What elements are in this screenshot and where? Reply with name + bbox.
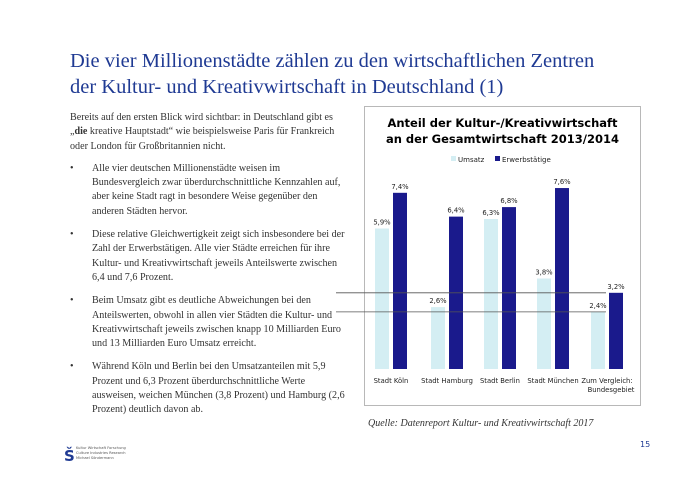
intro-bold-word: die	[74, 126, 88, 138]
bar-umsatz	[484, 219, 498, 369]
intro-text-end: kreative Hauptstadt“ wie beispielsweise …	[70, 126, 335, 152]
slide-title: Die vier Millionenstädte zählen zu den w…	[70, 48, 690, 100]
page-number: 15	[640, 440, 651, 449]
data-label: 5,9%	[373, 219, 391, 227]
data-label: 3,2%	[607, 283, 625, 291]
slide-title-line-2: der Kultur- und Kreativwirtschaft in Deu…	[70, 76, 504, 98]
bar-umsatz	[537, 278, 551, 369]
bullet-text: Diese relative Gleichwertigkeit zeigt si…	[92, 229, 345, 283]
bullet-dot: •	[70, 361, 74, 373]
data-label: 3,8%	[535, 269, 553, 277]
chart-title-line-1: Anteil der Kultur-/Kreativwirtschaft	[387, 116, 618, 130]
bullet-text: Alle vier deutschen Millionenstädte weis…	[92, 162, 341, 217]
data-label: 7,4%	[391, 183, 409, 191]
source-note: Quelle: Datenreport Kultur- und Kreativw…	[368, 418, 594, 429]
logo-text: Kultur Wirtschaft Forschung Culture Indu…	[76, 446, 144, 461]
bar-umsatz	[591, 311, 605, 369]
chart-title-line-2: an der Gesamtwirtschaft 2013/2014	[385, 132, 620, 146]
category-label: Stadt München	[527, 377, 578, 385]
body-text: Bereits auf den ersten Blick wird sichtb…	[70, 111, 350, 427]
data-label: 2,4%	[589, 302, 607, 310]
logo: Š Kultur Wirtschaft Forschung Culture In…	[64, 445, 144, 471]
bullet-item: • Während Köln und Berlin bei den Umsatza…	[70, 360, 350, 417]
bar-erwerbstaetige	[502, 207, 516, 369]
bar-umsatz	[375, 228, 389, 369]
category-label: Zum Vergleich:	[581, 377, 632, 385]
logo-line: Michael Söndermann	[76, 456, 114, 460]
category-sublabel: Bundesgebiet	[588, 386, 635, 394]
bullet-item: • Alle vier deutschen Millionenstädte wei…	[70, 162, 350, 219]
logo-line: Kultur Wirtschaft Forschung	[76, 446, 126, 450]
data-label: 6,4%	[447, 207, 465, 215]
bullet-list: • Alle vier deutschen Millionenstädte wei…	[70, 162, 350, 418]
legend-swatch-erwerbstaetige	[495, 156, 500, 161]
bullet-dot: •	[70, 162, 74, 174]
chart-title: Anteil der Kultur-/Kreativwirtschaft an …	[365, 115, 640, 147]
intro-text-start: Bereits auf den ersten Blick wird sichtb…	[70, 112, 333, 138]
data-label: 6,3%	[482, 209, 500, 217]
data-label: 2,6%	[429, 297, 447, 305]
logo-line: Culture Industries Research	[76, 451, 126, 455]
bullet-text: Beim Umsatz gibt es deutliche Abweichung…	[92, 295, 341, 350]
bullet-item: • Beim Umsatz gibt es deutliche Abweichun…	[70, 294, 350, 351]
bullet-text: Während Köln und Berlin bei den Umsatzan…	[92, 361, 345, 416]
category-label: Stadt Köln	[374, 377, 409, 385]
category-label: Stadt Hamburg	[421, 377, 473, 385]
slide-title-line-1: Die vier Millionenstädte zählen zu den w…	[70, 50, 595, 72]
bar-erwerbstaetige	[393, 192, 407, 369]
bullet-dot: •	[70, 229, 74, 241]
intro-paragraph: Bereits auf den ersten Blick wird sichtb…	[70, 111, 350, 154]
legend-swatch-umsatz	[451, 156, 456, 161]
bar-chart: Umsatz Erwerbstätige 5,9% 7,4% Stadt Köln 2,6…	[336, 156, 635, 394]
legend-label-erwerbstaetige: Erwerbstätige	[502, 156, 551, 164]
bullet-dot: •	[70, 295, 74, 307]
bar-umsatz	[431, 307, 445, 369]
logo-mark: Š	[64, 447, 75, 465]
category-label: Stadt Berlin	[480, 377, 520, 385]
bullet-item: • Diese relative Gleichwertigkeit zeigt s…	[70, 228, 350, 285]
bar-erwerbstaetige	[555, 188, 569, 369]
data-label: 7,6%	[553, 178, 571, 186]
data-label: 6,8%	[500, 197, 518, 205]
bar-erwerbstaetige	[609, 292, 623, 369]
legend-label-umsatz: Umsatz	[458, 156, 485, 164]
chart-container: Anteil der Kultur-/Kreativwirtschaft an …	[336, 106, 641, 406]
